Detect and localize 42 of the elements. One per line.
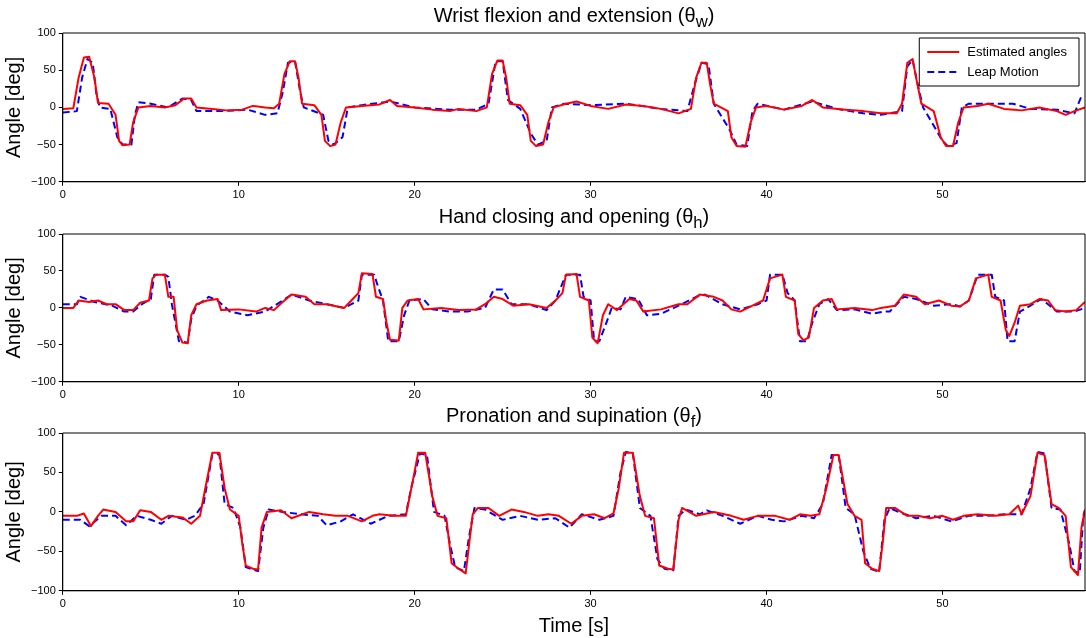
x-tick-label: 40 bbox=[760, 597, 773, 610]
y-tick-label: 100 bbox=[37, 227, 56, 240]
y-tick-label: −50 bbox=[37, 544, 56, 557]
x-tick-label: 0 bbox=[59, 597, 66, 610]
x-tick-label: 30 bbox=[584, 388, 597, 401]
y-tick-label: −100 bbox=[31, 374, 56, 387]
x-tick-label: 50 bbox=[936, 188, 949, 201]
x-tick-label: 10 bbox=[232, 388, 245, 401]
x-tick-label: 20 bbox=[408, 597, 421, 610]
x-tick-label: 20 bbox=[408, 388, 421, 401]
chart-title: Wrist flexion and extension (θ$_{w}$) bbox=[432, 4, 716, 32]
y-axis-title: Angle [deg] bbox=[1, 257, 24, 359]
y-tick-label: −50 bbox=[37, 337, 56, 350]
x-tick-label: 10 bbox=[232, 188, 245, 201]
x-tick-label: 10 bbox=[232, 597, 245, 610]
y-tick-label: 100 bbox=[37, 426, 56, 439]
y-tick-label: 50 bbox=[43, 263, 56, 276]
x-tick-label: 0 bbox=[59, 188, 66, 201]
y-tick-label: −100 bbox=[31, 174, 56, 187]
y-tick-label: 100 bbox=[37, 26, 56, 39]
x-tick-label: 50 bbox=[936, 597, 949, 610]
x-tick-label: 30 bbox=[584, 597, 597, 610]
legend-label: Leap Motion bbox=[967, 63, 1039, 79]
y-tick-label: −100 bbox=[31, 583, 56, 596]
y-tick-label: 50 bbox=[43, 465, 56, 478]
x-tick-label: 50 bbox=[936, 388, 949, 401]
x-tick-label: 20 bbox=[408, 188, 421, 201]
y-tick-label: 50 bbox=[43, 63, 56, 76]
y-tick-label: −50 bbox=[37, 137, 56, 150]
y-axis-title: Angle [deg] bbox=[1, 461, 24, 563]
y-axis-title: Angle [deg] bbox=[1, 56, 24, 158]
y-tick-label: 0 bbox=[49, 100, 56, 113]
x-tick-label: 30 bbox=[584, 188, 597, 201]
y-tick-label: 0 bbox=[49, 300, 56, 313]
y-tick-label: 0 bbox=[49, 504, 56, 517]
x-axis-title: Time [s] bbox=[538, 613, 610, 636]
chart-title: Pronation and supination (θ$_{f}$) bbox=[445, 404, 703, 432]
x-tick-label: 40 bbox=[760, 388, 773, 401]
legend-label: Estimated angles bbox=[967, 43, 1068, 59]
x-tick-label: 0 bbox=[59, 388, 66, 401]
chart-title: Hand closing and opening (θ$_{h}$) bbox=[437, 205, 711, 233]
x-tick-label: 40 bbox=[760, 188, 773, 201]
